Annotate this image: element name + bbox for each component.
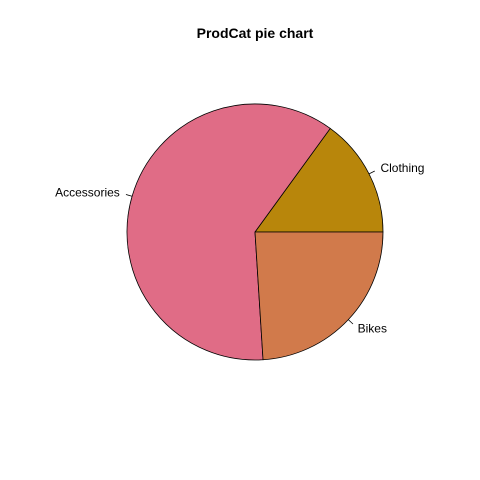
pie-slice-clothing [254,127,384,233]
label-tick-clothing [368,170,375,175]
label-tick-bikes [348,319,354,325]
pie-slices [126,103,384,361]
pie-label-accessories: Accessories [55,186,120,200]
pie-slice-accessories [126,103,331,361]
chart-title: ProdCat pie chart [197,25,314,41]
label-tick-accessories [125,194,133,197]
pie-slice-bikes [254,231,384,361]
pie-label-bikes: Bikes [358,321,387,335]
pie-label-clothing: Clothing [380,161,424,175]
pie-labels: Clothing Accessories Bikes [55,161,424,335]
